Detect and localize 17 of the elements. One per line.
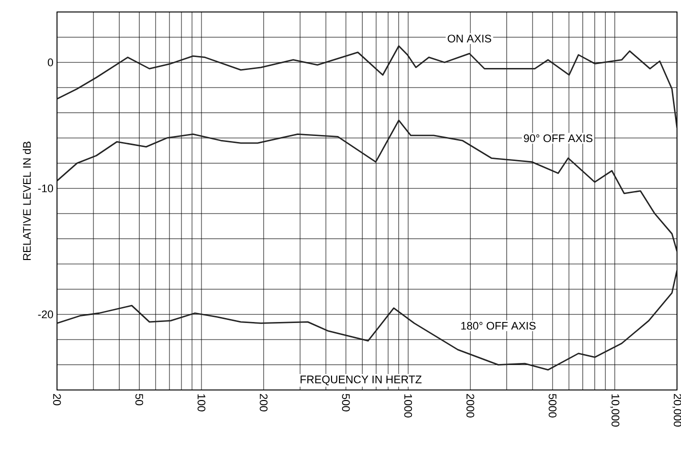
x-tick-label: 500 xyxy=(342,394,350,412)
y-tick-label: -10 xyxy=(38,184,54,192)
y-tick-label: -20 xyxy=(38,310,54,318)
x-tick-label: 2000 xyxy=(466,394,474,418)
series-label: 180° OFF AXIS xyxy=(461,322,536,330)
x-tick-label: 200 xyxy=(260,394,268,412)
series-label: 90° OFF AXIS xyxy=(524,134,592,142)
x-tick-label: 1000 xyxy=(404,394,412,418)
x-tick-label: 10,000 xyxy=(610,394,620,427)
x-tick-label: 100 xyxy=(198,394,206,412)
x-tick-label: 5000 xyxy=(548,394,556,418)
y-tick-label: 0 xyxy=(48,58,54,66)
series-label: ON AXIS xyxy=(448,34,492,42)
x-axis-title: FREQUENCY IN HERTZ xyxy=(300,376,422,386)
x-tick-label: 20 xyxy=(53,394,61,406)
y-axis-title: RELATIVE LEVEL IN dB xyxy=(22,142,31,260)
x-tick-label: 50 xyxy=(135,394,144,406)
